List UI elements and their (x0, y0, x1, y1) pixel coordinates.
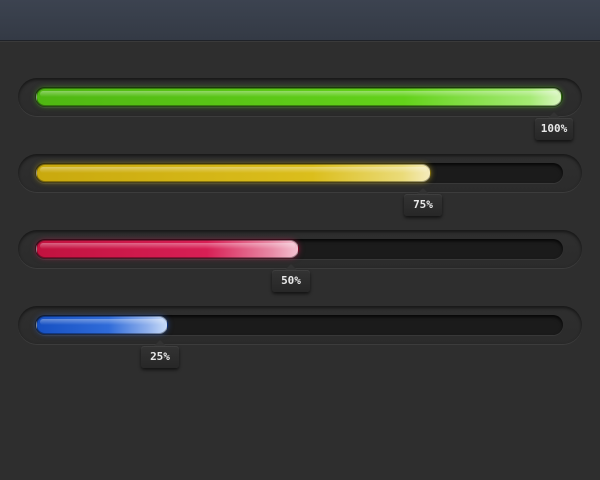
top-header-bar (0, 0, 600, 41)
progress-track (35, 87, 563, 107)
progress-bar-yellow: 75% (18, 154, 582, 234)
progress-percent-label: 100% (535, 112, 573, 140)
progress-fill (36, 240, 299, 258)
progress-percent-label: 50% (272, 264, 310, 292)
progress-percent-label: 25% (141, 340, 179, 368)
progress-fill (36, 88, 562, 106)
progress-track-outer (18, 78, 582, 116)
progress-track (35, 163, 563, 183)
progress-fill (36, 316, 168, 334)
progress-bar-blue: 25% (18, 306, 582, 386)
progress-bar-green: 100% (18, 78, 582, 158)
progress-fill (36, 164, 431, 182)
progress-track (35, 315, 563, 335)
progress-percent-label: 75% (404, 188, 442, 216)
progress-bar-red: 50% (18, 230, 582, 310)
progress-track-outer (18, 154, 582, 192)
progress-track-outer (18, 230, 582, 268)
progress-track (35, 239, 563, 259)
progress-track-outer (18, 306, 582, 344)
